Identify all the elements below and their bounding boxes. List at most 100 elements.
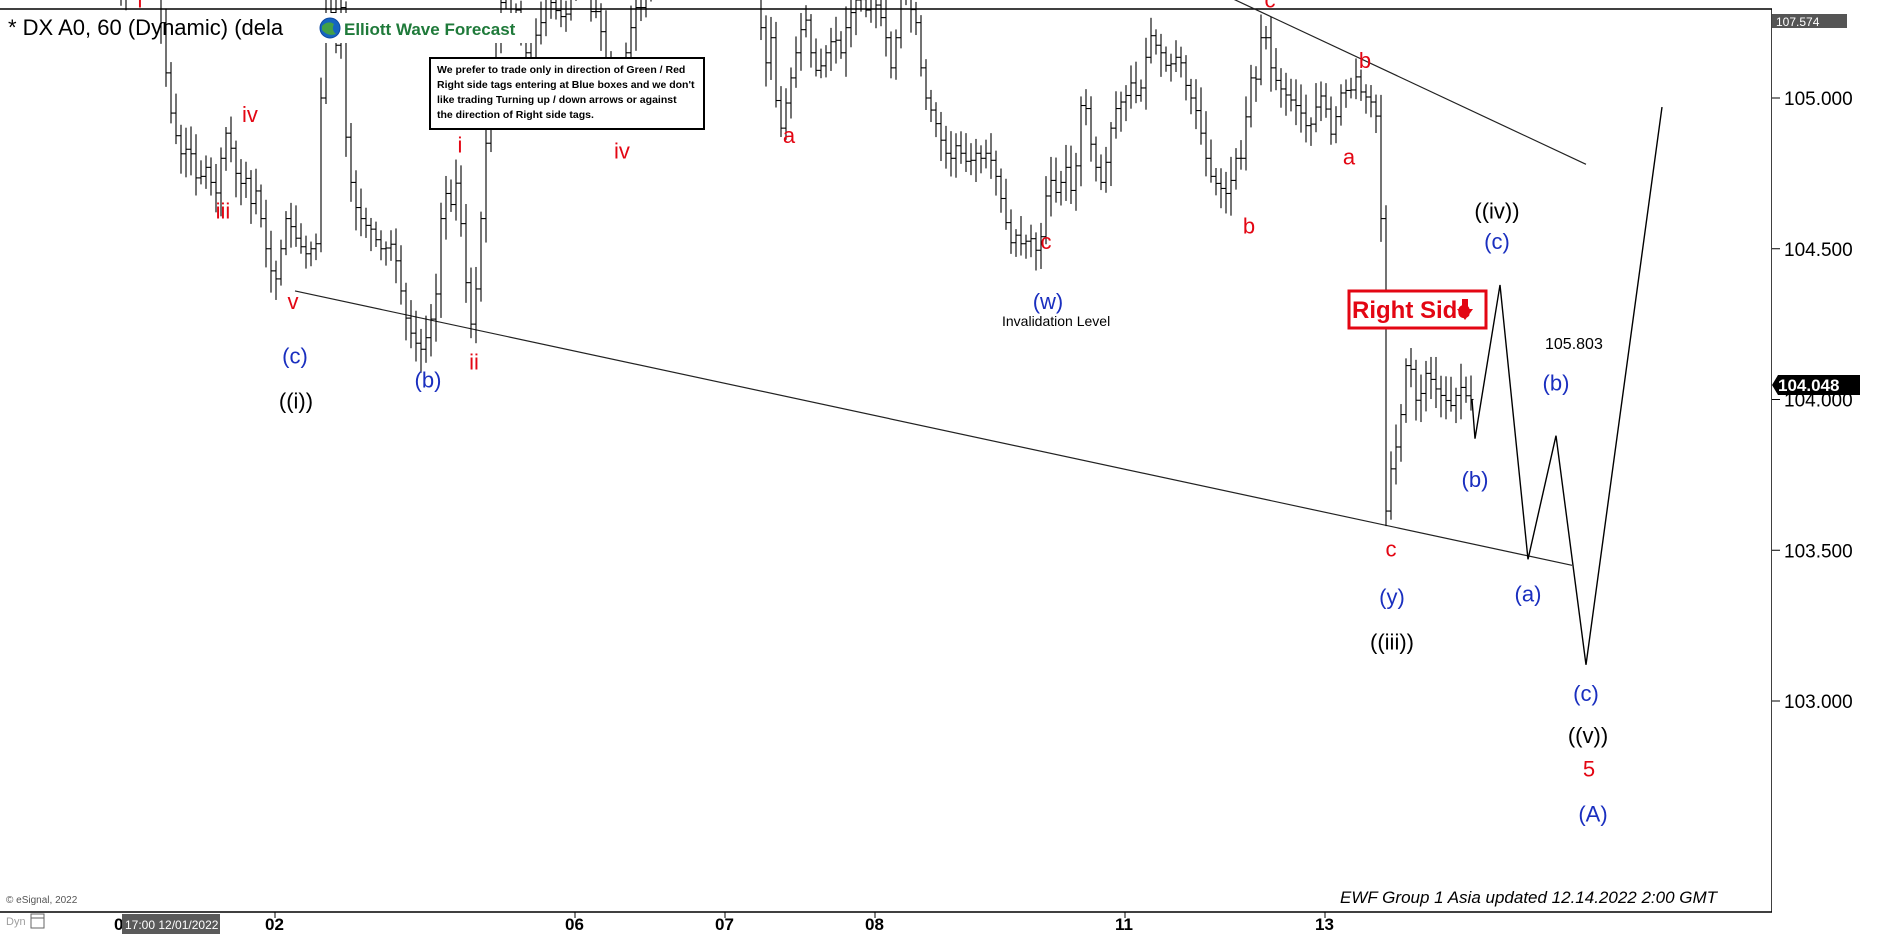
x-tick-label: 11: [1115, 915, 1133, 934]
price-bar: [813, 38, 819, 77]
price-bar: [853, 0, 859, 36]
price-bar: [1198, 87, 1204, 145]
price-bar: [1318, 81, 1324, 122]
price-bar: [373, 221, 379, 247]
globe-icon: [319, 17, 341, 39]
price-axis[interactable]: 103.000103.500104.000104.500105.000105.5…: [1772, 0, 1853, 713]
price-bar: [408, 300, 414, 349]
price-bar: [913, 1, 919, 36]
brand-name: Elliott Wave Forecast: [344, 20, 516, 39]
price-bar: [1243, 96, 1249, 171]
price-bar: [1218, 168, 1224, 209]
price-bar: [463, 204, 469, 303]
projection-layer: [1471, 106, 1663, 665]
price-bar: [448, 179, 454, 212]
price-bar: [318, 77, 324, 253]
brand-logo-backdrop: [318, 13, 532, 43]
price-bar: [298, 223, 304, 254]
price-bar: [848, 0, 854, 48]
notice-line-3: like trading Turning up / down arrows or…: [437, 94, 677, 106]
wave-label: c: [1041, 229, 1052, 254]
wave-labels-layer: (b)cbiiiiiiivv(c)((i))(a)(b)iiiiiiiv((ii…: [138, 0, 1609, 827]
price-bar: [438, 202, 444, 318]
trendline-upper[interactable]: [42, 0, 1587, 165]
price-bar: [888, 31, 894, 79]
price-bar: [163, 8, 169, 87]
price-bar: [803, 5, 809, 38]
cursor-date-box: [122, 914, 220, 934]
price-bar: [1193, 79, 1199, 130]
price-bar: [1353, 58, 1359, 100]
dyn-indicator: Dyn: [6, 916, 26, 928]
price-bar: [393, 228, 399, 284]
price-bar: [918, 15, 924, 77]
price-bar: [638, 0, 644, 22]
price-bar: [1008, 209, 1014, 254]
price-bar: [543, 0, 547, 37]
price-bar: [213, 163, 219, 213]
wave-label: (b): [415, 367, 442, 392]
price-bar: [1368, 85, 1374, 118]
wave-label: (b): [1462, 467, 1489, 492]
price-bar: [238, 159, 244, 206]
price-bar: [1343, 79, 1349, 108]
price-bar: [503, 0, 507, 9]
price-bar: [1103, 146, 1109, 193]
trendline-lower[interactable]: [294, 290, 1573, 566]
price-bar: [368, 217, 374, 252]
update-note: EWF Group 1 Asia updated 12.14.2022 2:00…: [1340, 888, 1719, 907]
price-bar: [883, 0, 889, 57]
price-bar: [433, 273, 439, 342]
wave-label: ii: [469, 349, 479, 374]
top-price-tag: [1772, 14, 1847, 28]
last-price-value: 104.048: [1778, 376, 1839, 395]
price-bar: [568, 0, 572, 21]
price-bar: [1213, 168, 1219, 196]
price-bar: [898, 0, 902, 49]
price-bar: [1188, 78, 1194, 115]
price-bar: [473, 266, 479, 344]
price-bar: [1088, 96, 1094, 162]
price-bar: [1403, 358, 1409, 423]
price-bar: [798, 13, 804, 71]
price-bar: [1433, 356, 1439, 409]
wave-label: (A): [1578, 802, 1607, 827]
price-bar: [1013, 229, 1019, 257]
price-bar: [928, 89, 934, 123]
price-bar: [1453, 387, 1459, 424]
price-bar: [478, 211, 484, 302]
price-bars-layer: [120, 0, 1474, 527]
price-bar: [1048, 156, 1054, 217]
price-axis-panel[interactable]: [1772, 9, 1881, 941]
price-bar: [403, 282, 409, 341]
price-bar: [943, 125, 949, 169]
price-bar: [248, 170, 254, 224]
notice-line-2: Right side tags entering at Blue boxes a…: [437, 79, 695, 91]
time-axis[interactable]: 02 06 07 08 11 13: [265, 912, 1334, 934]
price-bar: [378, 230, 384, 261]
price-bar: [1133, 61, 1139, 104]
price-bar: [383, 241, 389, 266]
price-bar: [793, 36, 799, 88]
price-bar: [228, 116, 234, 163]
price-bar: [1423, 360, 1429, 412]
price-bar: [1323, 83, 1329, 118]
price-bar: [1228, 156, 1234, 216]
price-bar: [828, 27, 834, 71]
price-bar: [643, 0, 647, 18]
price-bar: [953, 133, 959, 178]
calendar-icon[interactable]: [30, 913, 45, 929]
invalidation-value: 105.803: [1545, 336, 1603, 353]
price-bar: [1333, 106, 1339, 144]
trendlines-layer: [42, 0, 1587, 566]
price-bar: [1028, 224, 1034, 258]
price-bar: [1388, 451, 1394, 520]
price-bar: [1033, 232, 1039, 271]
price-bar: [1408, 348, 1414, 388]
price-bar: [443, 175, 449, 240]
wave-label: 5: [1583, 756, 1595, 781]
price-bar: [458, 165, 464, 237]
y-tick-label: 103.000: [1784, 692, 1853, 713]
price-bar: [933, 102, 939, 138]
